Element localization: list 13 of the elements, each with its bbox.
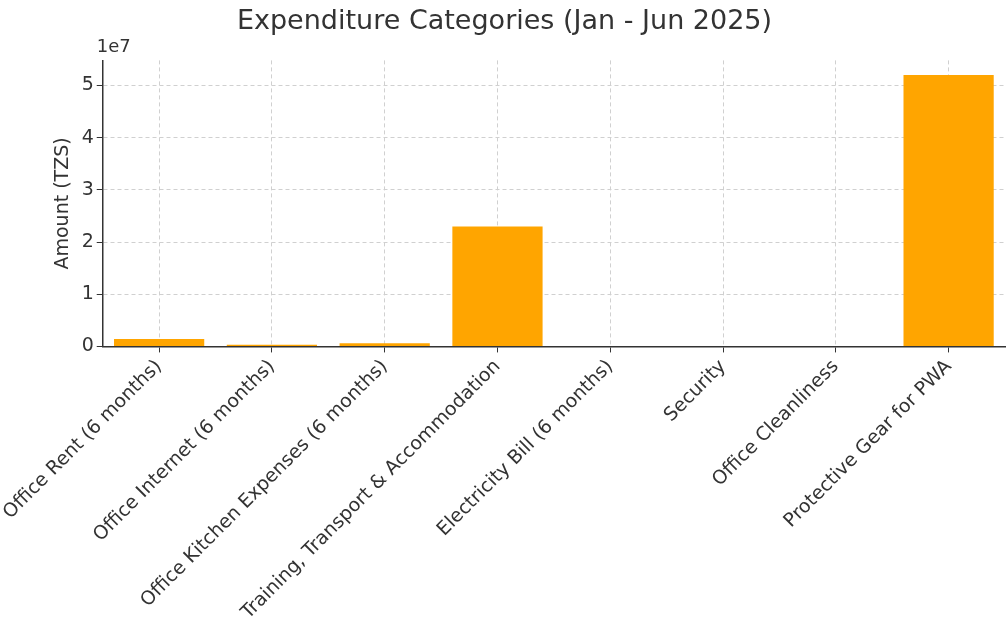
y-tick-label: 5 (81, 72, 94, 95)
y-tick-label: 1 (81, 281, 94, 304)
y-axis-title: Amount (TZS) (50, 137, 73, 270)
bar (452, 226, 543, 346)
text: 1e7 (96, 35, 131, 57)
y-tick-label: 0 (81, 333, 94, 356)
bar (114, 339, 205, 346)
bar (339, 343, 430, 346)
y-tick-label: 4 (81, 124, 94, 147)
y-tick-label: 2 (81, 228, 94, 251)
chart-title: Expenditure Categories (Jan - Jun 2025) (236, 4, 773, 36)
bar (903, 75, 994, 346)
y-tick-label: 3 (81, 176, 94, 199)
